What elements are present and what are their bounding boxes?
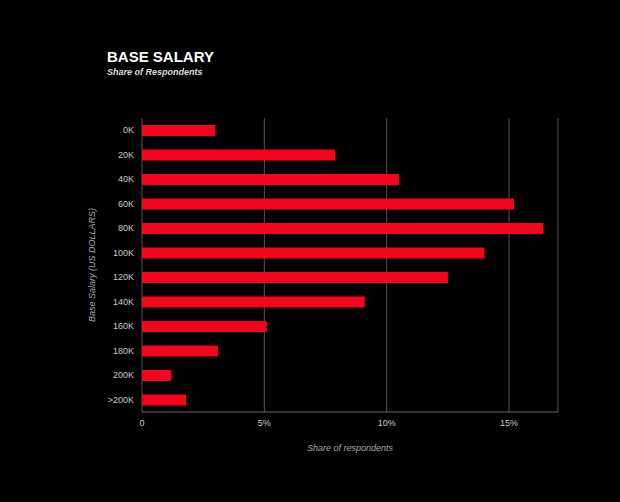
- html-text:BASE SALARY: BASE SALARY: [107, 48, 214, 65]
- svg-text:200K: 200K: [113, 370, 134, 380]
- svg-text:80K: 80K: [118, 223, 134, 233]
- svg-text:60K: 60K: [118, 199, 134, 209]
- html-text:Share of respondents: Share of respondents: [307, 443, 393, 453]
- svg-text:15%: 15%: [500, 418, 518, 428]
- html-text:Share of Respondents: Share of Respondents: [107, 67, 203, 77]
- svg-text:140K: 140K: [113, 297, 134, 307]
- svg-text:0K: 0K: [123, 125, 134, 135]
- svg-text:20K: 20K: [118, 150, 134, 160]
- svg-text:40K: 40K: [118, 174, 134, 184]
- svg-text:5%: 5%: [258, 418, 271, 428]
- svg-text:>200K: >200K: [108, 395, 134, 405]
- svg-text:180K: 180K: [113, 346, 134, 356]
- html-text:Base Salary (US DOLLARS): Base Salary (US DOLLARS): [87, 208, 97, 322]
- svg-text:0: 0: [139, 418, 144, 428]
- svg-text:160K: 160K: [113, 321, 134, 331]
- svg-text:120K: 120K: [113, 272, 134, 282]
- svg-text:10%: 10%: [378, 418, 396, 428]
- svg-text:100K: 100K: [113, 248, 134, 258]
